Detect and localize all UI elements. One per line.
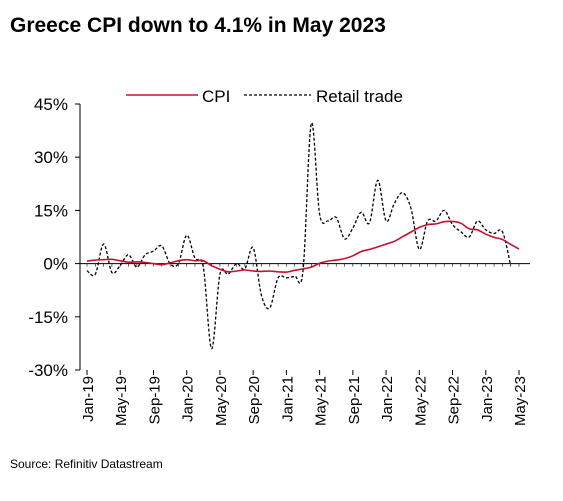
y-tick-label: 15% (34, 201, 68, 220)
source-note: Source: Refinitiv Datastream (10, 457, 163, 471)
x-tick-label: May-21 (313, 376, 330, 426)
x-tick-label: May-19 (113, 376, 130, 426)
series-lines (86, 122, 520, 350)
x-tick-label: Jan-22 (379, 376, 396, 422)
y-tick-label: 45% (34, 95, 68, 114)
y-tick-label: -15% (28, 308, 68, 327)
x-tick-label: Jan-20 (180, 376, 197, 422)
x-tick-label: May-20 (213, 376, 230, 426)
chart-title: Greece CPI down to 4.1% in May 2023 (10, 14, 386, 37)
x-tick-label: May-23 (512, 376, 529, 426)
x-tick-label: Sep-20 (246, 376, 263, 424)
y-tick-labels: -30% -15% 0% 15% 30% 45% (28, 95, 68, 380)
y-tick-label: 30% (34, 148, 68, 167)
x-tick-label: May-22 (412, 376, 429, 426)
x-tick-label: Jan-23 (479, 376, 496, 422)
x-tick-label: Jan-19 (80, 376, 97, 422)
y-tick-label: -30% (28, 361, 68, 380)
x-tick-label: Sep-21 (346, 376, 363, 424)
x-tick-label: Sep-22 (446, 376, 463, 424)
legend: CPI Retail trade (126, 87, 403, 106)
legend-label-cpi: CPI (202, 87, 230, 106)
series-line-retail-trade (86, 122, 512, 350)
legend-label-retail-trade: Retail trade (316, 87, 403, 106)
chart-axes (75, 103, 530, 375)
x-tick-label: Jan-21 (279, 376, 296, 422)
x-tick-labels: Jan-19 May-19 Sep-19 Jan-20 May-20 Sep-20 Jan-… (80, 376, 529, 426)
series-line-cpi (86, 220, 520, 273)
x-tick-label: Sep-19 (146, 376, 163, 424)
y-tick-label: 0% (43, 255, 68, 274)
